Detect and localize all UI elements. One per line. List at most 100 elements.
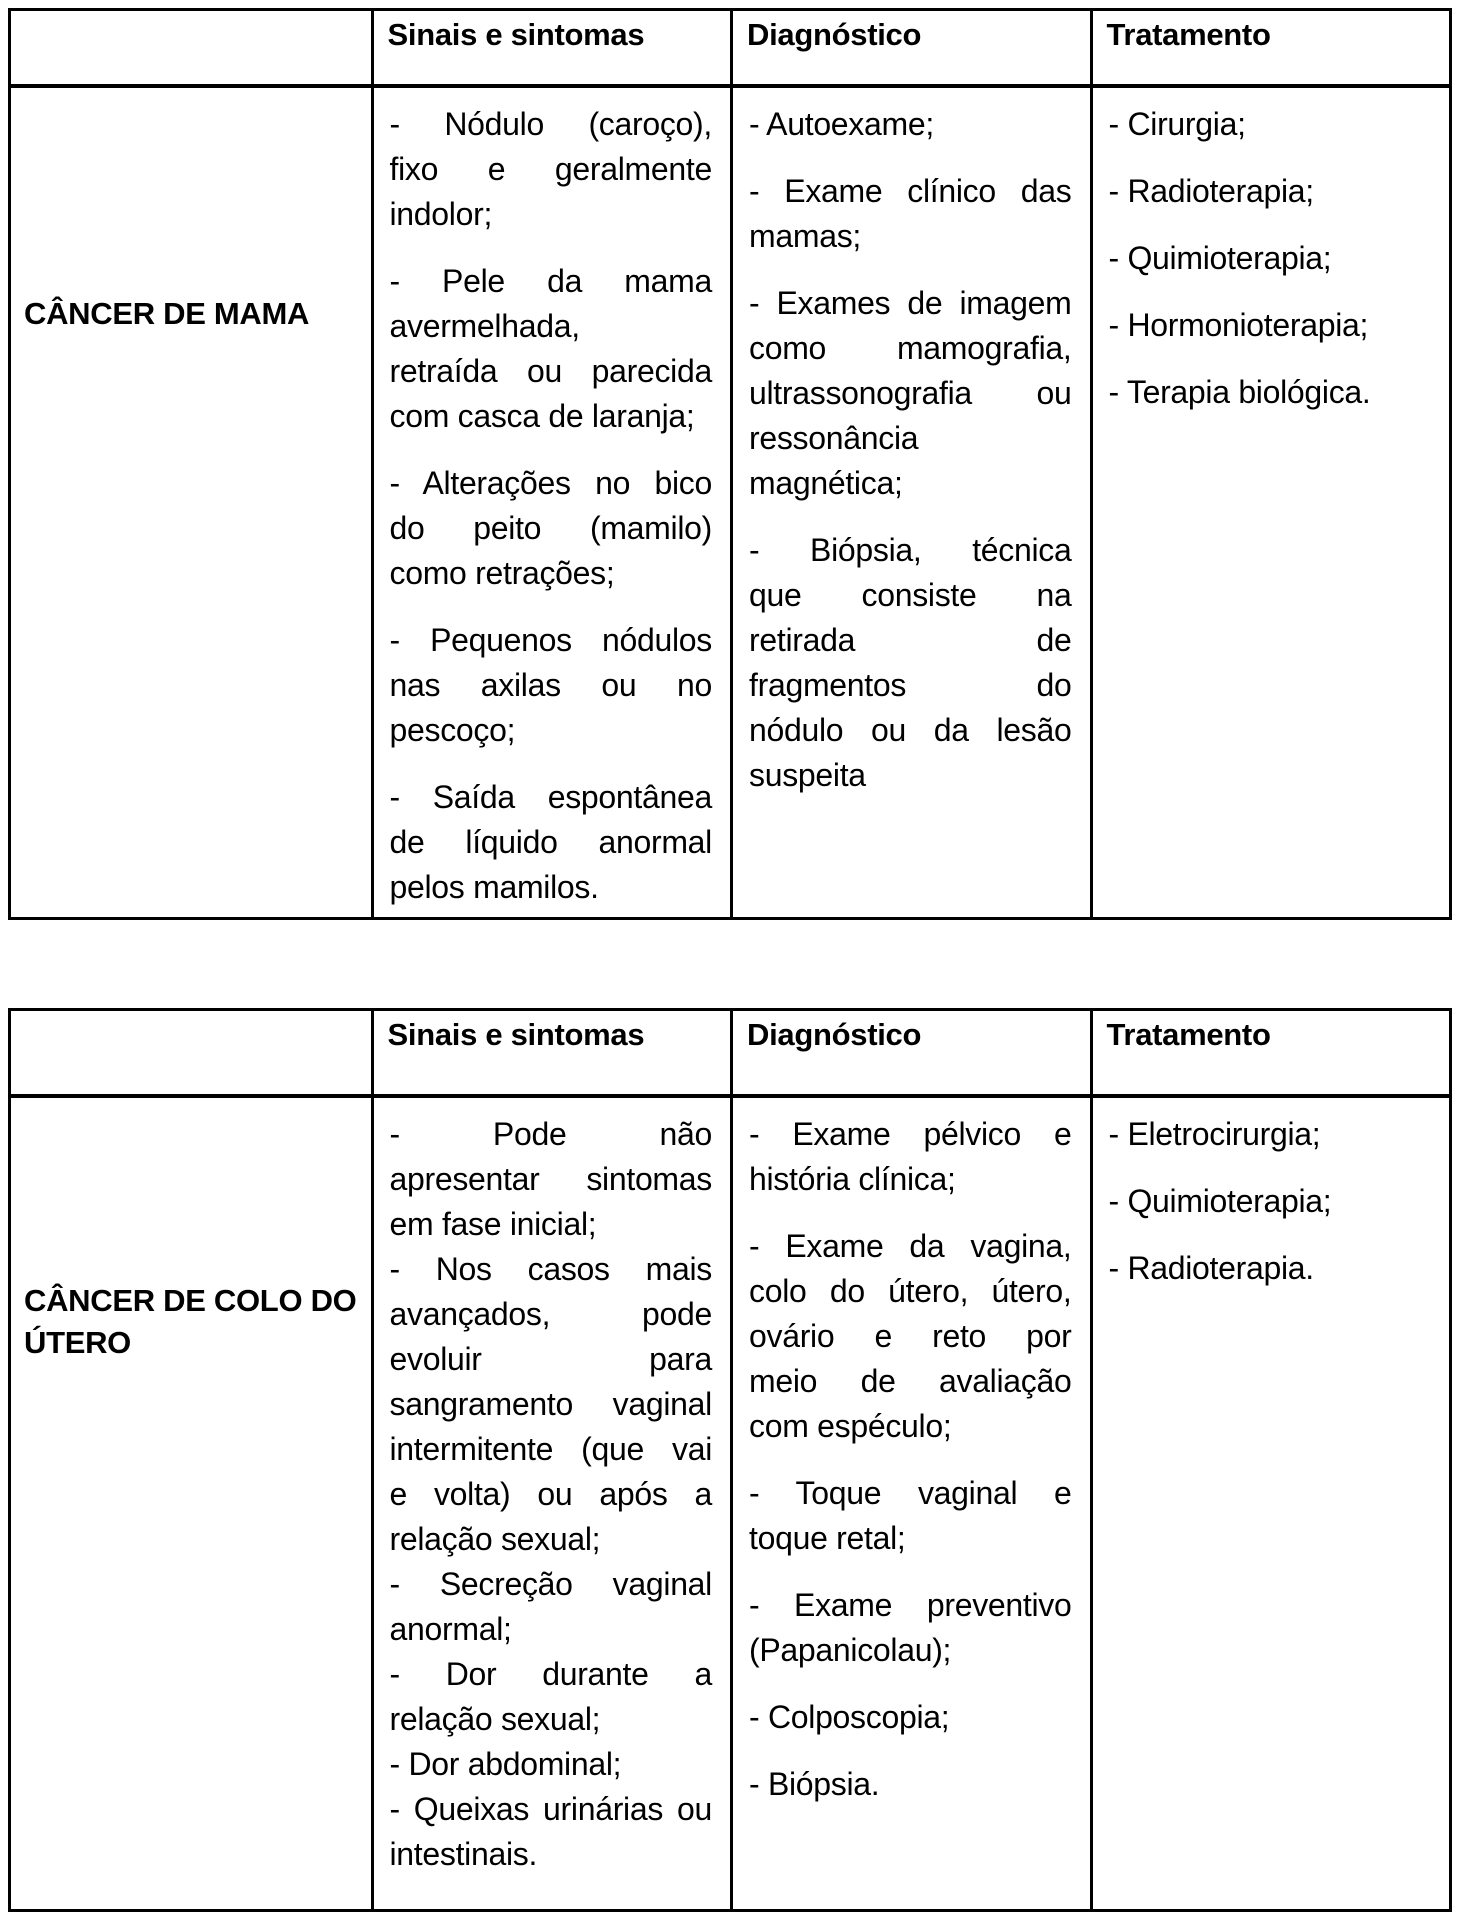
header-cell-sinais: Sinais e sintomas	[370, 11, 730, 88]
text-line: suspeita	[749, 757, 866, 793]
text-line: como retrações;	[389, 555, 615, 591]
text-line: - Quimioterapia;	[1108, 1183, 1332, 1219]
row-label-cancer-de-colo-do-utero: CÂNCER DE COLO DO ÚTERO	[11, 1098, 371, 1909]
text-line: - Biópsia, técnica	[749, 532, 1072, 568]
paragraph: - Alterações no bico do peito (mamilo) com…	[390, 461, 713, 596]
text-line: - Exame preventivo	[749, 1587, 1072, 1623]
paragraph: - Quimioterapia;	[1109, 236, 1432, 281]
text-line: e volta) ou após a	[389, 1476, 713, 1512]
header-cell-diagnostico: Diagnóstico	[730, 1011, 1090, 1098]
paragraph: - Eletrocirurgia;	[1109, 1112, 1432, 1157]
text-line: - Hormonioterapia;	[1108, 307, 1369, 343]
paragraph: - Pequenos nódulos nas axilas ou no pescoç…	[390, 618, 713, 753]
text-line: - Secreção vaginal	[389, 1566, 713, 1602]
text-line: - Terapia biológica.	[1108, 374, 1371, 410]
header-cell-tratamento: Tratamento	[1089, 1011, 1449, 1098]
text-line: - Radioterapia;	[1108, 173, 1315, 209]
text-line: - Dor abdominal;	[389, 1746, 622, 1782]
text-line: - Pequenos nódulos	[389, 622, 713, 658]
table-cancer-de-colo-do-utero: Sinais e sintomas Diagnóstico Tratamento…	[8, 1008, 1452, 1912]
paragraph: - Terapia biológica.	[1109, 370, 1432, 415]
paragraph: - Dor durante a relação sexual;	[390, 1652, 713, 1742]
text-line: - Queixas urinárias ou	[389, 1791, 713, 1827]
paragraph: - Quimioterapia;	[1109, 1179, 1432, 1224]
text-line: do peito (mamilo)	[389, 510, 713, 546]
paragraph: - Queixas urinárias ou intestinais.	[390, 1787, 713, 1877]
text-line: com espéculo;	[749, 1408, 952, 1444]
text-line: indolor;	[389, 196, 493, 232]
row-label-cancer-de-mama: CÂNCER DE MAMA	[11, 88, 371, 917]
text-line: - Radioterapia.	[1108, 1250, 1315, 1286]
paragraph: - Cirurgia;	[1109, 102, 1432, 147]
text-line: evoluir para	[389, 1341, 713, 1377]
cell-diagnostico-cancer-de-colo-do-utero: - Exame pélvico e história clínica; - Exam…	[730, 1098, 1090, 1909]
text-line: - Nódulo (caroço),	[389, 106, 713, 142]
text-line: - Toque vaginal e	[749, 1475, 1072, 1511]
paragraph: - Pode não apresentar sintomas em fase ini…	[390, 1112, 713, 1247]
text-line: fixo e geralmente	[389, 151, 713, 187]
paragraph: - Nos casos mais avançados, pode evoluir p…	[390, 1247, 713, 1562]
text-line: mamas;	[749, 218, 861, 254]
text-line: colo do útero, útero,	[749, 1273, 1072, 1309]
paragraph: - Toque vaginal e toque retal;	[749, 1471, 1072, 1561]
text-line: - Eletrocirurgia;	[1108, 1116, 1321, 1152]
paragraph: - Secreção vaginal anormal;	[390, 1562, 713, 1652]
paragraph: - Exames de imagem como mamografia, ultras…	[749, 281, 1072, 506]
paragraph: - Nódulo (caroço), fixo e geralmente indol…	[390, 102, 713, 237]
paragraph: - Exame da vagina, colo do útero, útero, o…	[749, 1224, 1072, 1449]
paragraph: - Dor abdominal;	[390, 1742, 713, 1787]
paragraph: - Radioterapia.	[1109, 1246, 1432, 1291]
text-line: - Pode não	[389, 1116, 713, 1152]
text-line: retraída ou parecida	[389, 353, 713, 389]
text-line: - Exames de imagem	[749, 285, 1072, 321]
table-cancer-de-mama: Sinais e sintomas Diagnóstico Tratamento…	[8, 8, 1452, 920]
text-line: relação sexual;	[389, 1521, 601, 1557]
paragraph: - Radioterapia;	[1109, 169, 1432, 214]
text-line: avançados, pode	[389, 1296, 713, 1332]
text-line: ultrassonografia ou	[749, 375, 1072, 411]
label-line: CÂNCER DE COLO DO	[24, 1283, 357, 1318]
corner-cell	[11, 11, 371, 88]
paragraph: - Pele da mama avermelhada, retraída ou pa…	[390, 259, 713, 439]
label-line: CÂNCER DE MAMA	[24, 296, 310, 331]
text-line: com casca de laranja;	[389, 398, 695, 434]
text-line: magnética;	[749, 465, 903, 501]
text-line: - Nos casos mais	[389, 1251, 713, 1287]
cell-sinais-cancer-de-colo-do-utero: - Pode não apresentar sintomas em fase ini…	[370, 1098, 731, 1909]
corner-cell	[11, 1011, 371, 1098]
text-line: toque retal;	[749, 1520, 906, 1556]
text-line: - Exame pélvico e	[749, 1116, 1072, 1152]
text-line: - Autoexame;	[749, 106, 934, 142]
paragraph: - Hormonioterapia;	[1109, 303, 1432, 348]
text-line: - Colposcopia;	[749, 1699, 950, 1735]
text-line: - Quimioterapia;	[1108, 240, 1332, 276]
text-line: de líquido anormal	[389, 824, 713, 860]
text-line: retirada de	[749, 622, 1072, 658]
cell-sinais-cancer-de-mama: - Nódulo (caroço), fixo e geralmente indol…	[370, 88, 731, 917]
text-line: relação sexual;	[389, 1701, 601, 1737]
text-line: - Pele da mama	[389, 263, 713, 299]
label-line: ÚTERO	[24, 1325, 132, 1360]
text-line: - Exame da vagina,	[749, 1228, 1072, 1264]
cell-tratamento-cancer-de-colo-do-utero: - Eletrocirurgia; - Quimioterapia; - Radio…	[1089, 1098, 1450, 1909]
paragraph: - Autoexame;	[749, 102, 1072, 147]
text-line: - Exame clínico das	[749, 173, 1072, 209]
text-line: pelos mamilos.	[389, 869, 600, 905]
cell-diagnostico-cancer-de-mama: - Autoexame; - Exame clínico das mamas; - E…	[730, 88, 1090, 917]
text-line: pescoço;	[389, 712, 516, 748]
paragraph: - Biópsia, técnica que consiste na retirad…	[749, 528, 1072, 798]
text-line: meio de avaliação	[749, 1363, 1072, 1399]
text-line: ressonância	[749, 420, 919, 456]
text-line: intermitente (que vai	[389, 1431, 713, 1467]
text-line: - Dor durante a	[389, 1656, 713, 1692]
header-cell-tratamento: Tratamento	[1089, 11, 1449, 88]
cell-tratamento-cancer-de-mama: - Cirurgia; - Radioterapia; - Quimioterapi…	[1089, 88, 1450, 917]
text-line: que consiste na	[749, 577, 1072, 613]
paragraph: - Exame clínico das mamas;	[749, 169, 1072, 259]
paragraph: - Exame preventivo (Papanicolau);	[749, 1583, 1072, 1673]
text-line: apresentar sintomas	[389, 1161, 713, 1197]
header-cell-sinais: Sinais e sintomas	[370, 1011, 730, 1098]
text-line: - Biópsia.	[749, 1766, 880, 1802]
text-line: (Papanicolau);	[749, 1632, 952, 1668]
